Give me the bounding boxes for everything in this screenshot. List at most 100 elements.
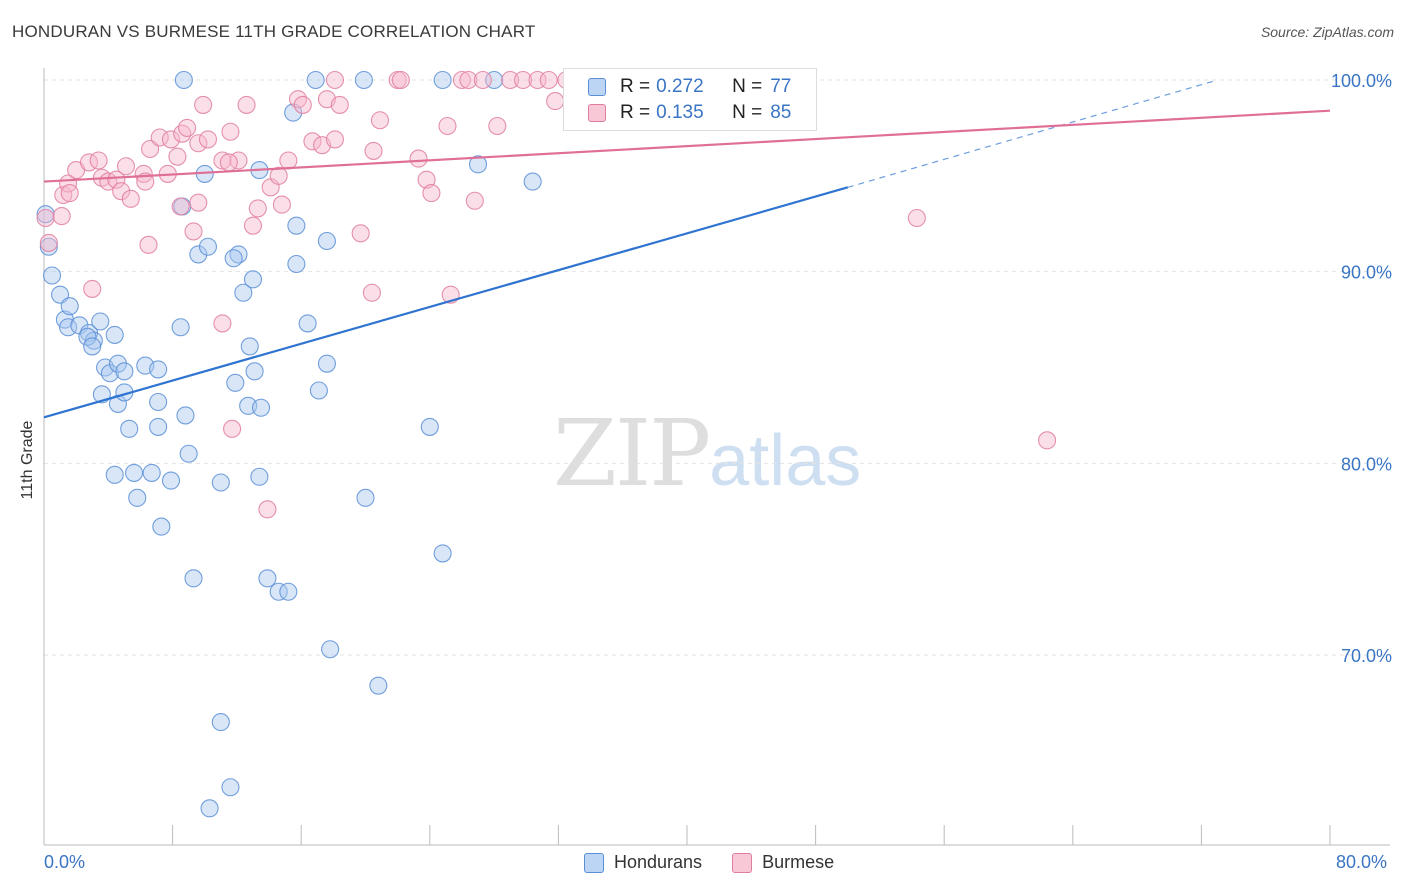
point-hondurans [91, 312, 110, 331]
legend-row-burmese: R = 0.135 N = 85 [588, 101, 791, 125]
legend-item-hondurans[interactable]: Hondurans [584, 852, 702, 873]
point-hondurans [258, 569, 277, 588]
legend-r-label: R = [620, 76, 651, 97]
point-hondurans [171, 318, 190, 337]
point-hondurans [184, 569, 203, 588]
point-burmese [293, 95, 312, 114]
point-burmese [213, 314, 232, 333]
point-hondurans [279, 582, 298, 601]
chart-title: HONDURAN VS BURMESE 11TH GRADE CORRELATI… [12, 22, 536, 41]
point-hondurans [59, 318, 78, 337]
point-hondurans [245, 362, 264, 381]
point-burmese [198, 130, 218, 149]
point-hondurans [176, 406, 195, 425]
watermark-atlas: atlas [709, 421, 862, 501]
hondurans-n-value: 77 [770, 76, 792, 97]
burmese-legend-swatch [732, 852, 753, 873]
point-burmese [258, 500, 277, 519]
point-hondurans [468, 155, 488, 174]
point-burmese [459, 70, 478, 90]
point-burmese [134, 164, 153, 183]
point-burmese [362, 283, 381, 302]
point-burmese [213, 151, 232, 170]
point-hondurans [354, 70, 373, 90]
point-hondurans [83, 337, 102, 356]
point-hondurans [36, 205, 55, 224]
point-burmese [54, 185, 73, 205]
point-burmese [189, 193, 208, 212]
point-burmese [330, 95, 349, 114]
point-hondurans [108, 354, 127, 373]
point-hondurans [200, 799, 219, 818]
point-burmese [452, 70, 472, 90]
point-hondurans [124, 463, 144, 482]
legend-row-hondurans: R = 0.272 N = 77 [588, 75, 791, 99]
point-hondurans [317, 354, 336, 373]
watermark: ZIPatlas [553, 400, 861, 507]
point-burmese [351, 224, 370, 243]
legend-n-label: N = [732, 102, 763, 123]
point-hondurans [298, 314, 317, 333]
trend-line-hondurans-extension [847, 79, 1218, 188]
point-burmese [237, 95, 256, 114]
point-burmese [248, 199, 267, 218]
stats-legend: R = 0.272 N = 77 R = 0.135 N = 85 [563, 68, 817, 131]
point-burmese [219, 153, 238, 172]
point-burmese [89, 151, 108, 170]
point-hondurans [221, 778, 240, 797]
point-burmese [269, 166, 288, 185]
y-tick-label-100: 100.0% [1331, 71, 1392, 91]
point-burmese [272, 195, 291, 214]
point-hondurans [152, 517, 171, 536]
point-burmese [112, 182, 131, 201]
point-hondurans [287, 254, 306, 274]
point-burmese [370, 111, 390, 130]
point-hondurans [356, 488, 375, 507]
point-burmese [168, 147, 187, 166]
point-hondurans [243, 270, 263, 289]
point-hondurans [189, 245, 208, 264]
trend-line-burmese [43, 109, 1331, 183]
point-burmese [465, 191, 484, 210]
point-burmese [1038, 431, 1057, 450]
point-hondurans [287, 216, 306, 235]
point-burmese [391, 70, 410, 90]
source-credit: Source: ZipAtlas.com [1260, 24, 1394, 40]
point-burmese [121, 189, 140, 208]
point-burmese [161, 130, 181, 149]
point-hondurans [149, 417, 168, 436]
x-tick-label-min: 0.0% [44, 852, 86, 872]
legend-n-label: N = [732, 76, 763, 97]
point-hondurans [149, 360, 168, 379]
point-burmese [139, 235, 158, 254]
point-burmese [473, 70, 492, 90]
point-hondurans [309, 381, 328, 400]
legend-item-burmese[interactable]: Burmese [732, 852, 834, 873]
legend-r-label: R = [620, 102, 651, 123]
point-burmese [364, 141, 383, 160]
point-burmese [150, 128, 169, 147]
point-burmese [288, 90, 308, 109]
point-hondurans [161, 471, 181, 490]
point-burmese [178, 118, 197, 137]
point-hondurans [142, 463, 161, 482]
point-burmese [907, 208, 926, 228]
point-hondurans [39, 237, 58, 256]
point-hondurans [105, 325, 124, 344]
point-burmese [325, 70, 345, 90]
y-tick-label-80: 80.0% [1341, 454, 1392, 474]
point-hondurans [198, 237, 218, 256]
point-hondurans [78, 327, 97, 346]
x-tick-label-max: 80.0% [1336, 852, 1388, 872]
point-burmese [39, 233, 58, 252]
point-burmese [539, 70, 558, 90]
point-hondurans [433, 70, 452, 90]
point-hondurans [120, 419, 139, 438]
point-hondurans [317, 231, 336, 251]
point-burmese [60, 184, 79, 203]
point-burmese [221, 122, 240, 141]
point-burmese [189, 134, 208, 153]
trend-line-hondurans [43, 186, 849, 419]
series-legend: Hondurans Burmese [584, 852, 864, 873]
point-hondurans [420, 417, 439, 436]
